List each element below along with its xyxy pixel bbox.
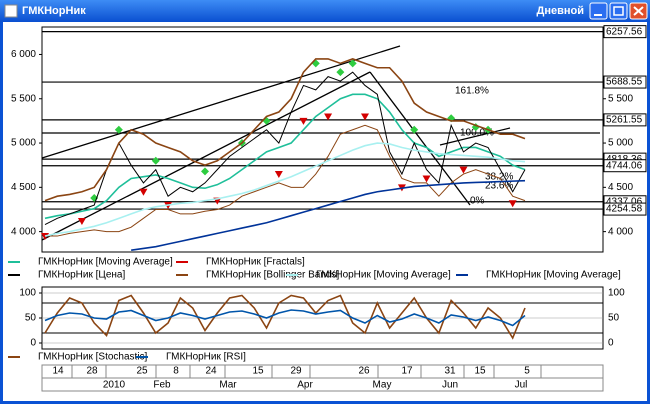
- date-label: 8: [173, 366, 179, 377]
- legend-label: ГМКНорНик [RSI]: [166, 352, 246, 363]
- fractal-marker: [299, 117, 308, 125]
- y2-tick-label: 100: [608, 288, 625, 299]
- level-box: [603, 113, 647, 127]
- series-line: [44, 294, 526, 340]
- window-title: ГМКНорНик: [22, 5, 86, 17]
- fractal-marker: [201, 167, 209, 176]
- date-label: 17: [401, 366, 413, 377]
- fractal-marker: [422, 175, 431, 183]
- fractal-marker: [114, 125, 123, 134]
- fractal-marker: [77, 217, 86, 225]
- series-line: [44, 58, 526, 202]
- month-label: Apr: [297, 380, 313, 391]
- y-tick-label: 4 000: [11, 226, 36, 237]
- date-label: 26: [358, 366, 370, 377]
- date-label: 15: [474, 366, 486, 377]
- y2-tick-label: 5 500: [608, 93, 633, 104]
- fractal-marker: [274, 171, 283, 179]
- y2-tick-label: 50: [608, 313, 620, 324]
- legend-label: ГМКНорНик [Bollinger Bands]: [206, 270, 339, 281]
- fractal-marker: [336, 68, 345, 77]
- title-bar: [0, 0, 650, 22]
- date-label: 29: [290, 366, 302, 377]
- month-label: 2010: [103, 380, 126, 391]
- y-tick-label: 4 500: [11, 182, 36, 193]
- date-label: 15: [252, 366, 264, 377]
- series-line: [44, 309, 526, 327]
- fractal-marker: [361, 113, 369, 121]
- level-label: 6257.56: [606, 26, 643, 37]
- series-line: [44, 142, 526, 237]
- legend-label: ГМКНорНик [Moving Average]: [38, 257, 173, 268]
- date-label: 24: [205, 366, 217, 377]
- level-box: [603, 159, 647, 173]
- maximize-button[interactable]: [609, 2, 628, 20]
- month-label: Mar: [219, 380, 237, 391]
- y2-tick-label: 5 000: [608, 138, 633, 149]
- date-label: 14: [52, 366, 64, 377]
- y2-tick-label: 0: [608, 338, 614, 349]
- legend-label: ГМКНорНик [Moving Average]: [316, 270, 451, 281]
- level-label: 4744.06: [606, 160, 643, 171]
- level-label: 5688.55: [606, 77, 643, 88]
- trend-lines: [41, 45, 600, 241]
- y-tick-label: 50: [25, 313, 37, 324]
- y-tick-label: 6 000: [11, 49, 36, 60]
- y-tick-label: 100: [19, 288, 36, 299]
- fib-label: 38.2%: [485, 172, 513, 183]
- minimize-button[interactable]: [589, 2, 608, 20]
- period: Дневной: [537, 5, 585, 17]
- y-tick-label: 5 000: [11, 138, 36, 149]
- y-tick-label: 5 500: [11, 93, 36, 104]
- month-label: Jul: [515, 380, 528, 391]
- fib-label: 23.6%: [485, 181, 513, 192]
- price-panel: [41, 26, 604, 253]
- window-icon: [4, 4, 18, 18]
- fib-label: 0%: [470, 196, 485, 207]
- y2-tick-label: 4 000: [608, 226, 633, 237]
- legend-label: ГМКНорНик [Stochastic]: [38, 352, 148, 363]
- fractal-marker: [151, 156, 160, 165]
- fractal-marker: [139, 188, 148, 196]
- legend-label: ГМКНорНик [Moving Average]: [486, 270, 621, 281]
- month-label: Feb: [153, 380, 171, 391]
- level-label: 5261.55: [606, 115, 643, 126]
- date-label: 31: [444, 366, 456, 377]
- level-box: [603, 202, 647, 216]
- fib-label: 161.8%: [455, 86, 489, 97]
- month-label: May: [373, 380, 392, 391]
- fib-label: 100.0%: [460, 128, 494, 139]
- fractal-marker: [348, 59, 357, 68]
- legend-label: ГМКНорНик [Цена]: [38, 270, 125, 281]
- y-tick-label: 0: [30, 338, 36, 349]
- y2-tick-label: 4 500: [608, 182, 633, 193]
- date-label: 28: [86, 366, 98, 377]
- series-line: [45, 124, 526, 237]
- series-line: [131, 179, 526, 252]
- date-label: 5: [524, 366, 530, 377]
- fractal-marker: [508, 200, 517, 208]
- level-label: 4254.58: [606, 204, 643, 215]
- fractal-marker: [410, 125, 419, 134]
- fractal-marker: [324, 113, 333, 121]
- level-box: [603, 25, 647, 39]
- level-label: 4337.06: [606, 196, 643, 207]
- month-label: Jun: [442, 380, 458, 391]
- fractal-marker: [459, 166, 468, 174]
- legend-label: ГМКНорНик [Fractals]: [206, 257, 305, 268]
- level-box: [603, 75, 647, 89]
- date-label: 25: [136, 366, 148, 377]
